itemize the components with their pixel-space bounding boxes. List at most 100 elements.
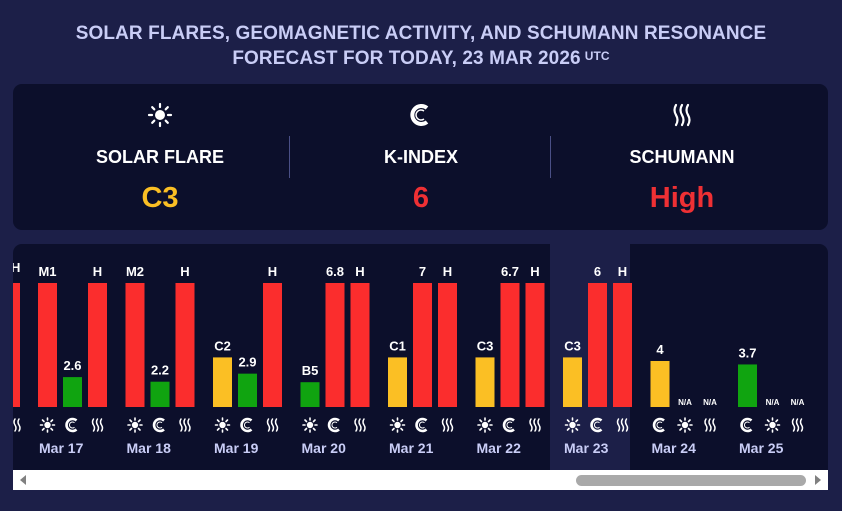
date-label: Mar 17 xyxy=(39,440,84,456)
date-label: Mar 18 xyxy=(127,440,172,456)
bar-solar-flare xyxy=(125,283,145,407)
summary-schumann: SCHUMANN High xyxy=(551,84,813,230)
bar-k-index xyxy=(588,283,607,407)
sun-icon xyxy=(39,417,56,433)
date-label: Mar 24 xyxy=(652,440,697,456)
bar-label-k-index: 6.8 xyxy=(326,264,344,279)
bar-label-solar-flare: N/A xyxy=(766,398,780,407)
bar-k-index xyxy=(650,361,670,407)
bar-schumann xyxy=(263,283,282,407)
bar-k-index xyxy=(738,364,757,407)
schumann-value: High xyxy=(649,182,715,214)
sun-icon xyxy=(29,102,291,128)
bar-label-schumann: H xyxy=(93,264,102,279)
sun-icon xyxy=(302,417,318,433)
bar-solar-flare xyxy=(213,357,232,407)
bar-label-k-index: 6 xyxy=(594,264,601,279)
scroll-right-arrow-icon[interactable] xyxy=(811,470,825,490)
timezone-label: UTC xyxy=(584,49,610,63)
sun-icon xyxy=(477,417,493,433)
waves-icon xyxy=(266,418,279,432)
bar-label-k-index: 2.2 xyxy=(151,363,169,378)
bar-label-solar-flare: B5 xyxy=(302,363,319,378)
bar-label-k-index: 4 xyxy=(656,342,664,357)
bar-schumann xyxy=(613,283,632,407)
bar-label-partial: H xyxy=(13,260,20,275)
solar-flare-value: C3 xyxy=(141,182,179,214)
waves-icon xyxy=(791,418,804,432)
date-label: Mar 21 xyxy=(389,440,434,456)
horizontal-scrollbar[interactable] xyxy=(13,470,828,490)
bar-solar-flare xyxy=(38,283,57,407)
sun-icon xyxy=(764,417,781,433)
bar-label-k-index: 2.9 xyxy=(238,355,256,370)
bar-schumann xyxy=(88,283,107,407)
bar-schumann xyxy=(175,283,195,407)
bar-schumann xyxy=(438,283,457,407)
bar-label-k-index: 3.7 xyxy=(738,345,756,360)
bar-solar-flare xyxy=(300,382,320,407)
summary-k-index: K-INDEX 6 xyxy=(290,84,552,230)
bar-label-solar-flare: C2 xyxy=(214,338,231,353)
bar-label-schumann: N/A xyxy=(791,398,805,407)
magnet-icon xyxy=(740,417,753,433)
magnet-icon xyxy=(415,417,428,433)
bar-solar-flare xyxy=(563,357,582,407)
page-title: SOLAR FLARES, GEOMAGNETIC ACTIVITY, AND … xyxy=(0,21,842,71)
bar-solar-flare xyxy=(475,357,495,407)
bar-k-index xyxy=(325,283,345,407)
date-label: Mar 22 xyxy=(477,440,522,456)
forecast-chart-svg: H M1 2.6 H Mar 17 M2 2.2 H Mar 18 C2 2.9 H Mar 19 B5 6… xyxy=(13,244,805,470)
magnet-icon xyxy=(327,417,340,433)
title-line-2: FORECAST FOR TODAY, 23 MAR 2026 UTC xyxy=(0,46,842,71)
waves-icon xyxy=(441,418,454,432)
scrollbar-thumb[interactable] xyxy=(576,475,806,486)
schumann-label: SCHUMANN xyxy=(629,147,735,167)
bar-label-schumann: H xyxy=(443,264,452,279)
waves-icon xyxy=(179,418,191,432)
bar-k-index xyxy=(413,283,432,407)
bar-label-schumann: H xyxy=(355,264,364,279)
bar-schumann xyxy=(350,283,370,407)
title-line-1: SOLAR FLARES, GEOMAGNETIC ACTIVITY, AND … xyxy=(75,23,767,44)
k-index-label: K-INDEX xyxy=(383,147,458,167)
date-label: Mar 23 xyxy=(564,440,609,456)
magnet-icon xyxy=(152,417,165,433)
bar-label-solar-flare: C3 xyxy=(477,338,494,353)
magnet-icon xyxy=(652,417,665,433)
scroll-left-arrow-icon[interactable] xyxy=(16,470,30,490)
solar-flare-label: SOLAR FLARE xyxy=(96,147,224,167)
summary-panel: SOLAR FLARE C3 K-INDEX 6 SCHUMANN High xyxy=(13,84,828,230)
waves-icon xyxy=(616,418,629,432)
bar-label-solar-flare: C1 xyxy=(389,338,406,353)
bar-k-index xyxy=(500,283,520,407)
waves-icon xyxy=(529,418,541,432)
sun-icon xyxy=(389,417,406,433)
waves-icon xyxy=(551,102,813,128)
title-date: FORECAST FOR TODAY, 23 MAR 2026 xyxy=(232,48,581,69)
bar-k-index xyxy=(238,373,257,407)
date-label: Mar 20 xyxy=(302,440,347,456)
sun-icon xyxy=(127,417,143,433)
magnet-icon xyxy=(240,417,253,433)
divider xyxy=(550,136,551,178)
bar-solar-flare xyxy=(388,357,407,407)
bar-label-k-index: 7 xyxy=(419,264,426,279)
magnet-icon xyxy=(65,417,78,433)
date-label: Mar 25 xyxy=(739,440,784,456)
magnet-icon xyxy=(290,102,552,128)
k-index-value: 6 xyxy=(412,182,430,214)
bar-label-solar-flare: M2 xyxy=(126,264,144,279)
forecast-chart[interactable]: H M1 2.6 H Mar 17 M2 2.2 H Mar 18 C2 2.9 H Mar 19 B5 6… xyxy=(13,244,828,470)
bar-label-schumann: N/A xyxy=(703,398,717,407)
bar-label-solar-flare: C3 xyxy=(564,338,581,353)
summary-solar-flare: SOLAR FLARE C3 xyxy=(29,84,291,230)
date-label: Mar 19 xyxy=(214,440,259,456)
bar-label-schumann: H xyxy=(268,264,277,279)
bar-label-schumann: H xyxy=(530,264,539,279)
bar-label-solar-flare: M1 xyxy=(38,264,56,279)
bar-label-schumann: H xyxy=(180,264,189,279)
bar-schumann-partial xyxy=(13,283,20,407)
bar-label-k-index: 6.7 xyxy=(501,264,519,279)
waves-icon xyxy=(354,418,366,432)
